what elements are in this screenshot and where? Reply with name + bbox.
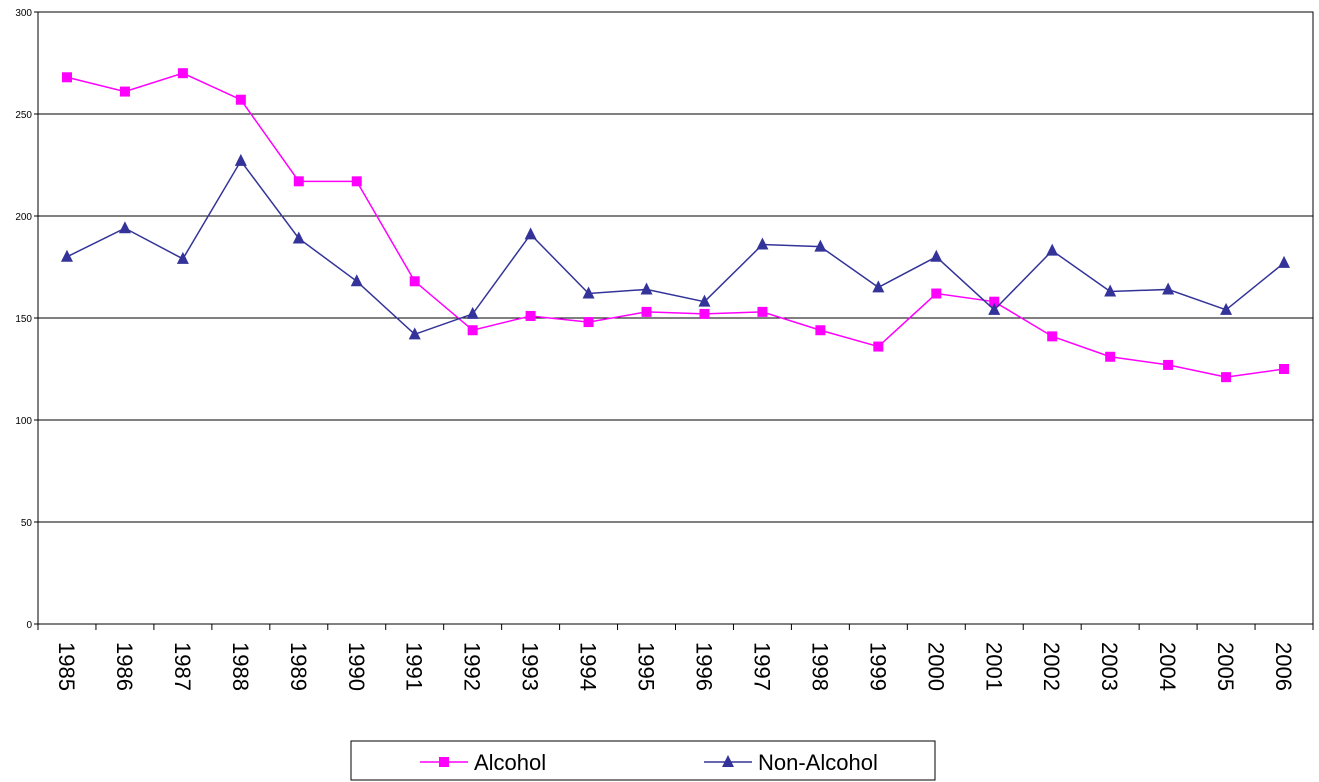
data-point (293, 176, 304, 187)
y-tick-label: 100 (15, 416, 32, 427)
data-point (814, 239, 827, 252)
x-tick-label: 1990 (344, 642, 369, 691)
data-point (408, 327, 421, 340)
data-point (466, 306, 479, 319)
y-tick-label: 0 (26, 620, 32, 631)
data-point (640, 282, 653, 295)
data-point (177, 68, 188, 79)
data-point (989, 296, 1000, 307)
legend-marker (439, 757, 449, 767)
data-point (235, 94, 246, 105)
data-point (1220, 302, 1233, 315)
data-point (292, 231, 305, 244)
data-point (583, 317, 594, 328)
data-point (873, 341, 884, 352)
x-tick-label: 1986 (112, 642, 137, 691)
data-point (872, 280, 885, 293)
data-point (409, 276, 420, 287)
x-tick-label: 1999 (865, 642, 890, 691)
data-point (1278, 255, 1291, 268)
x-tick-label: 1989 (286, 642, 311, 691)
x-tick-label: 2004 (1155, 642, 1180, 691)
data-point (582, 286, 595, 299)
data-point (699, 308, 710, 319)
x-tick-label: 1996 (691, 642, 716, 691)
x-tick-label: 2005 (1213, 642, 1238, 691)
legend: Alcohol Non-Alcohol (350, 740, 936, 781)
data-point (988, 302, 1001, 315)
data-point (524, 227, 537, 240)
x-tick-label: 1995 (634, 642, 659, 691)
x-tick-label: 1994 (576, 642, 601, 691)
data-point (119, 86, 130, 97)
data-point (525, 310, 536, 321)
legend-label: Non-Alcohol (758, 750, 878, 775)
data-point (350, 274, 363, 287)
data-point (176, 251, 189, 264)
data-point (1163, 359, 1174, 370)
x-tick-label: 1992 (460, 642, 485, 691)
data-point (815, 325, 826, 336)
legend-marker (722, 755, 734, 767)
data-point (118, 221, 131, 234)
series-line (66, 159, 1285, 336)
x-tick-label: 2003 (1097, 642, 1122, 691)
x-tick-label: 1985 (54, 642, 79, 691)
x-tick-label: 2001 (981, 642, 1006, 691)
x-tick-label: 1991 (402, 642, 427, 691)
series-line (66, 72, 1285, 378)
data-point (1046, 243, 1059, 256)
data-point (757, 306, 768, 317)
data-point (930, 249, 943, 262)
data-point (756, 237, 769, 250)
x-tick-label: 1997 (749, 642, 774, 691)
data-point (60, 249, 73, 262)
data-point (698, 294, 711, 307)
y-tick-label: 50 (21, 518, 33, 529)
data-point (931, 288, 942, 299)
data-point (1105, 351, 1116, 362)
data-point (1162, 282, 1175, 295)
data-point (467, 325, 478, 336)
x-tick-label: 1993 (518, 642, 543, 691)
y-tick-label: 300 (15, 8, 32, 19)
x-tick-label: 1987 (170, 642, 195, 691)
y-tick-label: 150 (15, 314, 32, 325)
data-point (234, 153, 247, 166)
data-point (1047, 331, 1058, 342)
data-point (351, 176, 362, 187)
x-tick-label: 1998 (807, 642, 832, 691)
y-tick-label: 200 (15, 212, 32, 223)
data-point (1104, 284, 1117, 297)
data-point (1221, 372, 1232, 383)
data-point (641, 306, 652, 317)
x-tick-label: 2000 (923, 642, 948, 691)
x-tick-label: 2002 (1039, 642, 1064, 691)
data-point (1279, 364, 1290, 374)
x-tick-label: 1988 (228, 642, 253, 691)
legend-label: Alcohol (474, 750, 546, 775)
x-tick-label: 2006 (1271, 642, 1296, 691)
y-tick-label: 250 (15, 110, 32, 121)
data-point (61, 72, 72, 83)
